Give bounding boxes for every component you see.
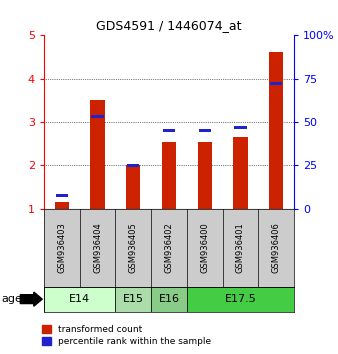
Text: GSM936406: GSM936406 (272, 222, 281, 273)
Bar (198, 142, 212, 209)
Bar (44, 287, 115, 312)
Bar (199, 129, 211, 132)
Text: GSM936400: GSM936400 (200, 222, 209, 273)
Text: GSM936404: GSM936404 (93, 222, 102, 273)
Bar (92, 115, 104, 119)
Bar (269, 52, 283, 209)
Bar (234, 126, 246, 129)
Bar (187, 287, 294, 312)
Bar (56, 194, 68, 198)
Text: GSM936403: GSM936403 (57, 222, 66, 273)
Text: GSM936402: GSM936402 (165, 222, 173, 273)
Text: E16: E16 (159, 294, 179, 304)
Bar (126, 165, 140, 209)
Bar (151, 287, 187, 312)
Legend: transformed count, percentile rank within the sample: transformed count, percentile rank withi… (42, 325, 211, 346)
Text: GSM936405: GSM936405 (129, 222, 138, 273)
Bar (90, 101, 105, 209)
Bar (163, 129, 175, 132)
Text: E14: E14 (69, 294, 90, 304)
Text: GSM936401: GSM936401 (236, 222, 245, 273)
Bar (127, 164, 139, 167)
Bar (55, 202, 69, 209)
Bar (162, 142, 176, 209)
Bar (115, 287, 151, 312)
Bar (270, 82, 282, 85)
Text: E15: E15 (123, 294, 144, 304)
Text: age: age (2, 294, 23, 304)
Bar (233, 137, 248, 209)
Text: E17.5: E17.5 (224, 294, 256, 304)
Text: GDS4591 / 1446074_at: GDS4591 / 1446074_at (96, 19, 242, 33)
